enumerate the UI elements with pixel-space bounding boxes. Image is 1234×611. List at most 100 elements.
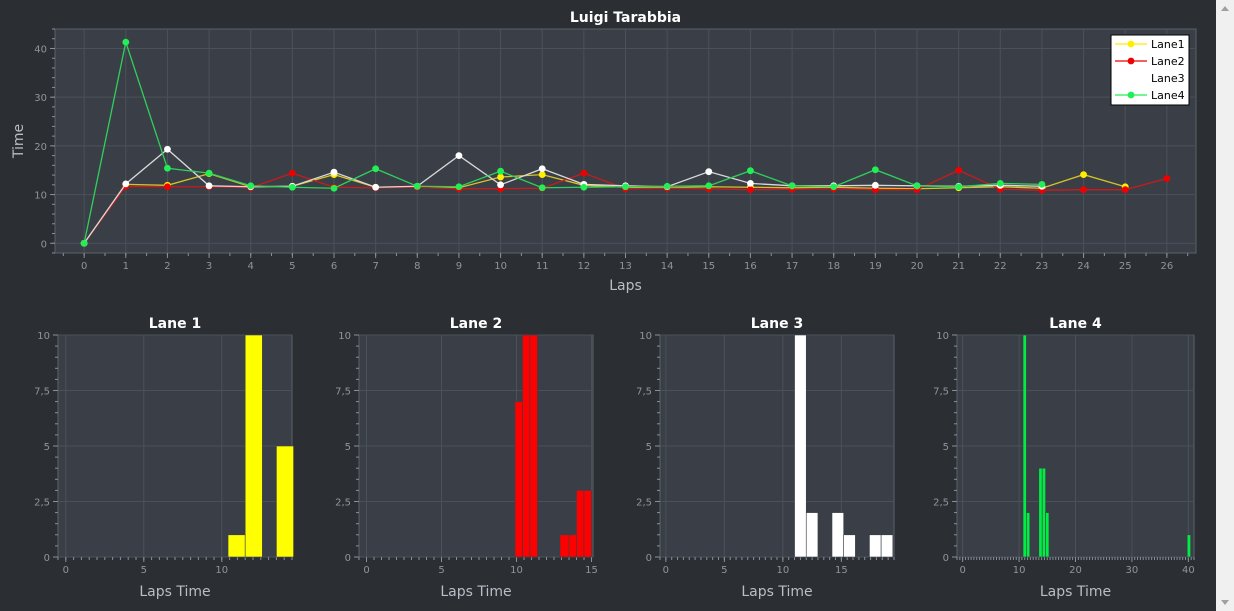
main-y-tick-label: 10 (34, 191, 47, 202)
main-x-tick-label: 21 (952, 261, 965, 272)
lane2-x-axis-label: Laps Time (440, 584, 511, 600)
lane3-y-tick-label: 5 (646, 442, 652, 453)
series-line-lane3 (83, 148, 1042, 244)
data-point-lane2 (1163, 175, 1171, 182)
data-point-lane2 (580, 169, 588, 177)
main-x-tick-label: 26 (1160, 261, 1173, 272)
main-x-tick-label: 10 (494, 261, 507, 272)
lane3-histogram-bar (869, 534, 882, 558)
vertical-scrollbar[interactable] (1216, 0, 1234, 611)
data-point-lane4 (913, 182, 921, 190)
lane2-y-tick-label: 5 (345, 442, 351, 453)
lane4-x-tick-label: 10 (1013, 565, 1026, 576)
data-point-lane4 (871, 166, 879, 174)
data-point-lane4 (622, 183, 629, 191)
data-point-lane4 (830, 183, 838, 191)
main-x-tick-label: 0 (81, 261, 87, 272)
main-chart-title: Luigi Tarabbia (570, 10, 681, 26)
data-point-lane2 (288, 169, 296, 177)
data-point-lane4 (497, 167, 504, 175)
data-point-lane4 (247, 182, 255, 190)
scroll-down-icon[interactable] (1221, 600, 1229, 605)
lane4-histogram-bar (1026, 512, 1031, 558)
main-x-tick-label: 24 (1077, 261, 1090, 272)
scroll-up-icon[interactable] (1221, 6, 1229, 11)
lane2-histogram-bar (522, 334, 531, 558)
lane3-y-tick-label: 10 (639, 331, 652, 342)
lane1-x-tick-label: 0 (63, 565, 69, 576)
lane3-chart-title: Lane 3 (751, 316, 803, 332)
data-point-lane4 (288, 183, 296, 191)
lane2-chart-title: Lane 2 (450, 316, 502, 332)
data-point-lane4 (705, 182, 713, 190)
main-x-tick-label: 25 (1119, 261, 1132, 272)
legend-marker-lane4 (1127, 91, 1135, 99)
lane4-x-tick-label: 30 (1126, 565, 1139, 576)
main-x-tick-label: 23 (1036, 261, 1049, 272)
lane4-histogram-bar (1186, 534, 1191, 558)
main-y-tick-label: 40 (34, 44, 47, 55)
data-point-lane4 (413, 182, 421, 190)
lane1-histogram-bar (276, 445, 294, 558)
lane1-y-tick-label: 10 (37, 331, 50, 342)
main-x-tick-label: 12 (577, 261, 590, 272)
main-x-tick-label: 4 (248, 261, 254, 272)
main-x-tick-label: 16 (744, 261, 757, 272)
main-x-tick-label: 5 (289, 261, 295, 272)
data-point-lane3 (871, 181, 879, 189)
data-point-lane2 (1080, 186, 1087, 194)
main-x-tick-label: 17 (786, 261, 799, 272)
data-point-lane1 (497, 173, 504, 181)
data-point-lane4 (788, 182, 796, 190)
lane2-histogram-bar (559, 534, 570, 558)
lane1-chart-title: Lane 1 (149, 316, 201, 332)
lane2-x-tick-label: 0 (363, 565, 369, 576)
main-x-tick-label: 22 (994, 261, 1007, 272)
main-x-tick-label: 14 (661, 261, 674, 272)
data-point-lane2 (955, 166, 963, 174)
data-point-lane3 (164, 145, 171, 153)
lane3-x-axis-label: Laps Time (741, 584, 812, 600)
lane2-x-tick-label: 10 (510, 565, 523, 576)
lane4-x-tick-label: 20 (1069, 565, 1082, 576)
legend-label-lane3: Lane3 (1151, 72, 1185, 85)
main-x-tick-label: 3 (206, 261, 212, 272)
main-x-tick-label: 8 (414, 261, 420, 272)
data-point-lane3 (747, 179, 754, 187)
data-point-lane4 (330, 184, 338, 192)
lane4-y-tick-label: 5 (943, 442, 949, 453)
lane3-x-tick-label: 10 (776, 565, 789, 576)
lane2-x-tick-label: 15 (585, 565, 598, 576)
data-point-lane1 (1080, 171, 1087, 179)
lane4-y-tick-label: 2,5 (933, 498, 949, 509)
lane3-y-tick-label: 0 (646, 553, 652, 564)
lane1-histogram-bar (227, 534, 246, 558)
lane3-histogram-bar (805, 512, 819, 558)
lane4-histogram-bar (1045, 512, 1050, 558)
legend-label-lane1: Lane1 (1151, 38, 1185, 51)
data-point-lane2 (164, 183, 171, 191)
lane3-y-tick-label: 7,5 (636, 387, 652, 398)
lane4-histogram-bar (1041, 467, 1046, 558)
data-point-lane3 (455, 152, 463, 160)
series-line-lane4 (83, 39, 1042, 244)
legend-label-lane4: Lane4 (1151, 89, 1185, 102)
lane1-histogram-bar (244, 334, 263, 558)
legend-label-lane2: Lane2 (1151, 55, 1185, 68)
lane3-x-tick-label: 5 (721, 565, 727, 576)
lane2-y-tick-label: 2,5 (335, 498, 351, 509)
data-point-lane4 (538, 184, 546, 192)
lane4-chart-title: Lane 4 (1049, 316, 1102, 332)
lane1-x-axis-label: Laps Time (139, 584, 210, 600)
data-point-lane4 (663, 182, 671, 190)
lane4-x-axis-label: Laps Time (1040, 584, 1111, 600)
data-point-lane4 (122, 38, 130, 46)
data-point-lane4 (955, 183, 963, 191)
lane2-histogram-bar (529, 334, 538, 558)
main-x-tick-label: 2 (164, 261, 170, 272)
data-point-lane3 (538, 165, 546, 173)
lane3-x-tick-label: 0 (663, 565, 669, 576)
legend: Lane1 Lane2 Lane3 Lane4 (1110, 34, 1190, 106)
lane2-y-tick-label: 0 (345, 553, 351, 564)
